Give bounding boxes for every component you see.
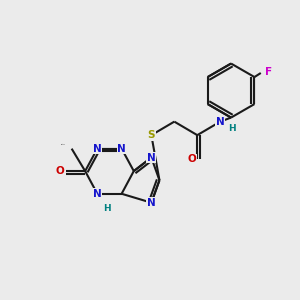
Text: N: N <box>216 117 225 127</box>
Text: O: O <box>188 154 196 164</box>
Text: S: S <box>148 130 155 140</box>
Text: N: N <box>93 144 102 154</box>
Text: N: N <box>117 144 126 154</box>
Text: N: N <box>93 189 102 199</box>
Text: N: N <box>147 198 156 208</box>
Text: F: F <box>265 67 272 76</box>
Text: N: N <box>147 153 156 163</box>
Text: H: H <box>229 124 236 133</box>
Text: methyl: methyl <box>61 143 66 145</box>
Text: O: O <box>55 166 64 176</box>
Text: H: H <box>103 204 111 213</box>
